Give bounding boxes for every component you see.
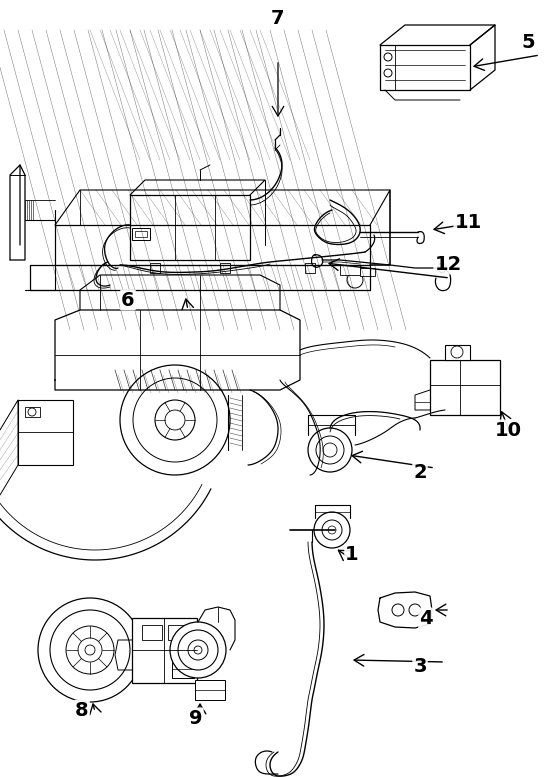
Text: 6: 6 <box>121 291 135 309</box>
FancyBboxPatch shape <box>195 680 225 700</box>
Circle shape <box>328 526 336 534</box>
Circle shape <box>133 378 217 462</box>
Circle shape <box>85 645 95 655</box>
Text: 8: 8 <box>75 701 89 720</box>
Circle shape <box>194 646 202 654</box>
Circle shape <box>66 626 114 674</box>
Text: 2: 2 <box>413 462 427 482</box>
Circle shape <box>165 410 185 430</box>
Text: 10: 10 <box>495 420 521 440</box>
FancyBboxPatch shape <box>18 400 73 465</box>
Text: 7: 7 <box>270 9 284 27</box>
Circle shape <box>170 622 226 678</box>
FancyBboxPatch shape <box>430 360 500 415</box>
Circle shape <box>120 365 230 475</box>
Text: 12: 12 <box>434 255 461 274</box>
FancyBboxPatch shape <box>132 618 197 683</box>
FancyBboxPatch shape <box>172 660 194 678</box>
Circle shape <box>308 428 352 472</box>
Text: 4: 4 <box>419 608 433 628</box>
FancyBboxPatch shape <box>340 265 360 275</box>
Circle shape <box>451 346 463 358</box>
FancyBboxPatch shape <box>360 268 375 276</box>
Circle shape <box>392 604 404 616</box>
FancyBboxPatch shape <box>132 228 150 240</box>
Text: 1: 1 <box>345 545 359 563</box>
Circle shape <box>384 69 392 77</box>
Text: 11: 11 <box>454 212 481 232</box>
FancyBboxPatch shape <box>168 625 188 640</box>
Circle shape <box>322 520 342 540</box>
FancyBboxPatch shape <box>135 231 147 237</box>
Text: 3: 3 <box>413 657 427 675</box>
FancyBboxPatch shape <box>130 195 250 260</box>
FancyBboxPatch shape <box>305 263 315 273</box>
Circle shape <box>78 638 102 662</box>
Circle shape <box>384 53 392 61</box>
FancyBboxPatch shape <box>142 625 162 640</box>
Circle shape <box>409 604 421 616</box>
FancyBboxPatch shape <box>150 263 160 273</box>
Text: 9: 9 <box>189 709 203 727</box>
Circle shape <box>188 640 208 660</box>
Circle shape <box>347 272 363 288</box>
Circle shape <box>178 630 218 670</box>
Circle shape <box>50 610 130 690</box>
Circle shape <box>323 443 337 457</box>
Circle shape <box>316 436 344 464</box>
Circle shape <box>155 400 195 440</box>
Circle shape <box>314 512 350 548</box>
FancyBboxPatch shape <box>445 345 470 360</box>
Text: 5: 5 <box>521 33 535 51</box>
FancyBboxPatch shape <box>220 263 230 273</box>
Circle shape <box>38 598 142 702</box>
FancyBboxPatch shape <box>25 407 40 417</box>
Circle shape <box>28 408 36 416</box>
